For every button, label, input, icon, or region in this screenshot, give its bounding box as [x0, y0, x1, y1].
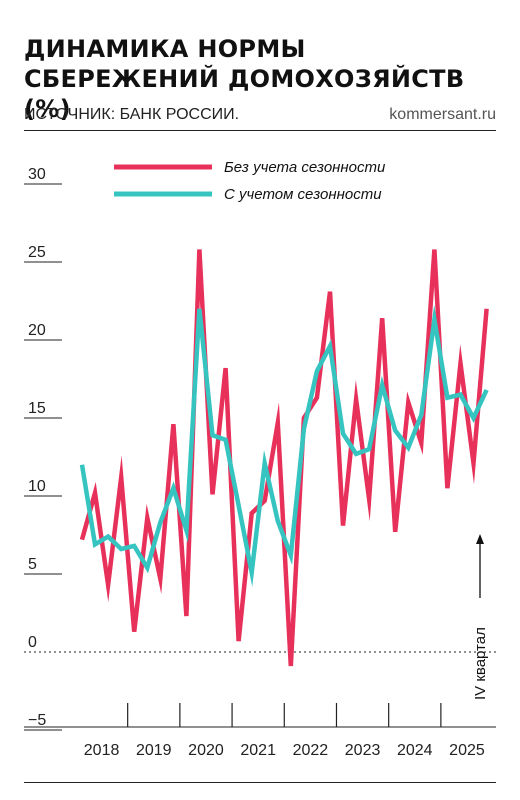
x-tick-label: 2022: [293, 742, 329, 759]
legend-label: Без учета сезонности: [224, 159, 386, 176]
footer-divider: [24, 782, 496, 783]
annotation-arrowhead: [476, 534, 484, 544]
y-tick-label: 15: [28, 400, 46, 417]
series-line: [79, 304, 489, 587]
y-tick-label: 0: [28, 634, 37, 651]
y-axis-ticks: 30 25 20 15 10 5 0 −5: [28, 166, 46, 729]
series-lines: [79, 249, 489, 667]
x-tick-label: 2020: [188, 742, 224, 759]
x-tick-label: 2023: [345, 742, 381, 759]
x-tick-label: 2019: [136, 742, 172, 759]
y-tick-label: 20: [28, 322, 46, 339]
legend-label: С учетом сезонности: [224, 186, 382, 203]
y-tick-label: −5: [28, 712, 46, 729]
x-tick-label: 2018: [84, 742, 120, 759]
annotation: IV квартал: [472, 534, 489, 700]
y-tick-label: 30: [28, 166, 46, 183]
x-tick-label: 2024: [397, 742, 433, 759]
legend: Без учета сезонности С учетом сезонности: [114, 159, 386, 203]
site-credit: kommersant.ru: [389, 106, 496, 123]
source-note: ИСТОЧНИК: БАНК РОССИИ.: [24, 106, 240, 123]
y-tick-label: 25: [28, 244, 46, 261]
chart-title: ДИНАМИКА НОРМЫ СБЕРЕЖЕНИЙ ДОМОХОЗЯЙСТВ (…: [24, 35, 465, 123]
quarter-annotation: IV квартал: [472, 627, 489, 700]
header-divider: [24, 130, 496, 131]
x-tick-label: 2025: [449, 742, 485, 759]
grid-lines: [24, 183, 496, 731]
y-tick-label: 5: [28, 556, 37, 573]
x-tick-label: 2021: [240, 742, 276, 759]
series-line: [79, 249, 489, 667]
y-tick-label: 10: [28, 478, 46, 495]
x-axis: 2018 2019 2020 2021 2022 2023 2024 2025: [24, 703, 496, 759]
